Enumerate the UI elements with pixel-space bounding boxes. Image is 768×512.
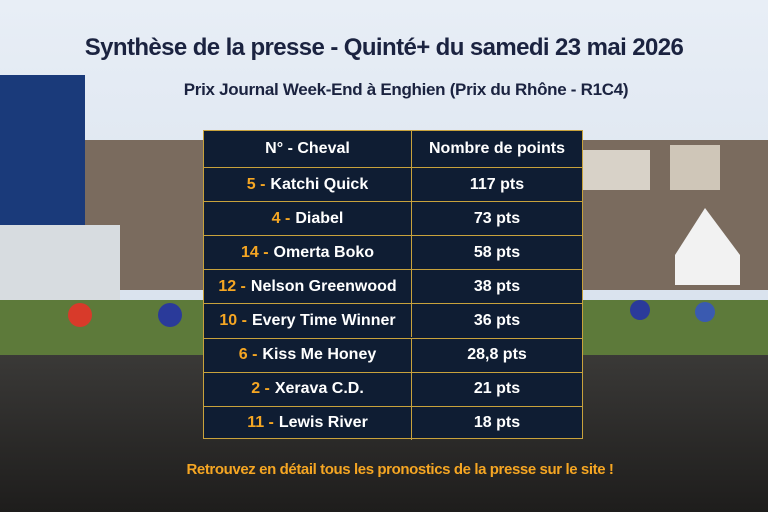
table-row: 10 - Every Time Winner 36 pts [204,303,582,338]
points-cell: 21 pts [473,380,521,398]
points-cell: 117 pts [469,175,525,193]
table-row: 11 - Lewis River 18 pts [204,405,582,440]
footer-note: Retrouvez en détail tous les pronostics … [186,461,614,478]
title: Synthèse de la presse - Quinté+ du samed… [84,34,684,61]
horse-name: Nelson Greenwood [250,277,397,295]
horse-cell: 4 - Diabel [204,202,412,236]
horse-cell: 14 - Omerta Boko [204,236,412,270]
points-cell: 58 pts [473,243,521,261]
horse-number: 12 - [218,277,246,295]
horse-cell: 6 - Kiss Me Honey [204,338,412,372]
column-header: Nombre de points [428,140,565,157]
horse-name: Katchi Quick [270,175,369,193]
points-cell: 38 pts [473,277,521,295]
table-row: 2 - Xerava C.D. 21 pts [204,371,582,406]
table-row: 5 - Katchi Quick 117 pts [204,167,582,201]
subtitle: Prix Journal Week-End à Enghien (Prix du… [183,80,629,99]
horse-cell: 11 - Lewis River [204,406,412,440]
points-cell: 28,8 pts [467,346,527,363]
horse-name: Lewis River [278,414,368,432]
horse-name: Xerava C.D. [274,380,364,398]
horse-number: 10 - [219,311,247,329]
horse-number: 4 - [271,209,291,227]
table-row: 4 - Diabel 73 pts [204,201,582,236]
horse-cell: 5 - Katchi Quick [204,168,412,201]
table-row: 6 - Kiss Me Honey 28,8 pts [204,337,582,372]
horse-number: 2 - [251,380,270,398]
column-header: N° - Cheval [204,131,412,167]
points-cell: 18 pts [473,414,521,432]
horse-cell: 12 - Nelson Greenwood [204,270,412,304]
horse-name: Kiss Me Honey [262,346,377,363]
horse-name: Every Time Winner [251,311,396,329]
horse-name: Diabel [295,209,344,227]
horse-number: 14 - [240,243,269,261]
horse-cell: 2 - Xerava C.D. [204,372,412,406]
results-table: N° - Cheval Nombre de points 5 - Katchi Q… [203,130,583,440]
table-header: N° - Cheval Nombre de points [204,131,582,167]
points-cell: 73 pts [473,209,521,227]
horse-number: 11 - [247,414,274,432]
table-row: 14 - Omerta Boko 58 pts [204,235,582,270]
horse-number: 6 - [238,346,258,363]
horse-number: 5 - [246,175,266,193]
horse-name: Omerta Boko [273,243,375,261]
horse-cell: 10 - Every Time Winner [204,304,412,338]
table-row: 12 - Nelson Greenwood 38 pts [204,269,582,304]
points-cell: 36 pts [473,311,521,329]
